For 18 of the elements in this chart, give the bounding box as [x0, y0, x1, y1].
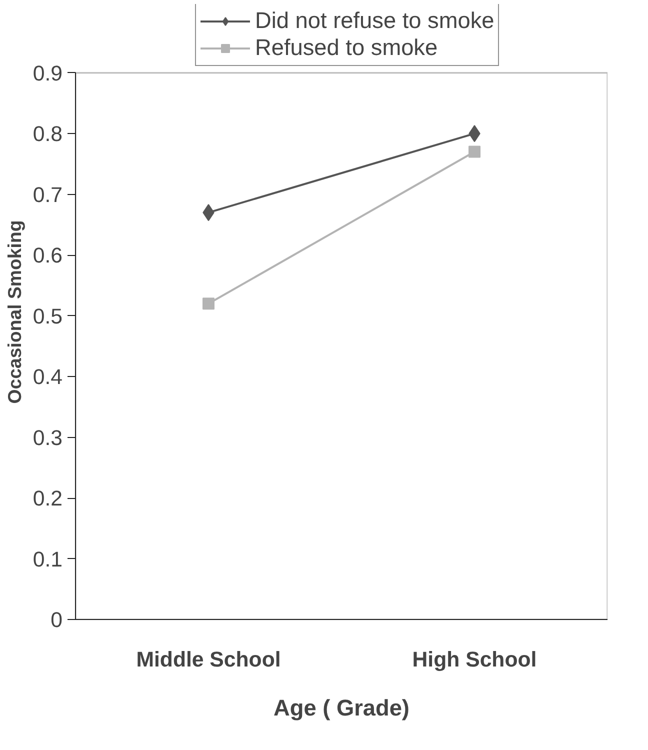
- y-tick-label: 0.7: [32, 182, 63, 207]
- y-tick-label: 0.4: [32, 365, 63, 390]
- y-tick-label: 0.5: [32, 304, 63, 328]
- y-tick-label: 0.2: [32, 486, 63, 511]
- point: [468, 146, 480, 158]
- y-tick-label: 0.1: [32, 547, 63, 572]
- x-tick-label: High School: [412, 648, 537, 672]
- y-tick-label: 0: [50, 608, 63, 632]
- y-tick-label: 0.9: [32, 61, 63, 86]
- point: [202, 298, 214, 310]
- x-tick-label: Middle School: [136, 648, 281, 672]
- legend-label: Refused to smoke: [255, 34, 438, 61]
- x-axis-title: Age ( Grade): [274, 694, 410, 720]
- y-tick-label: 0.6: [32, 244, 63, 268]
- y-tick-label: 0.8: [32, 122, 63, 146]
- y-tick-label: 0.3: [32, 426, 63, 450]
- legend-label: Did not refuse to smoke: [255, 7, 494, 34]
- y-axis-title: Occasional Smoking: [4, 220, 25, 404]
